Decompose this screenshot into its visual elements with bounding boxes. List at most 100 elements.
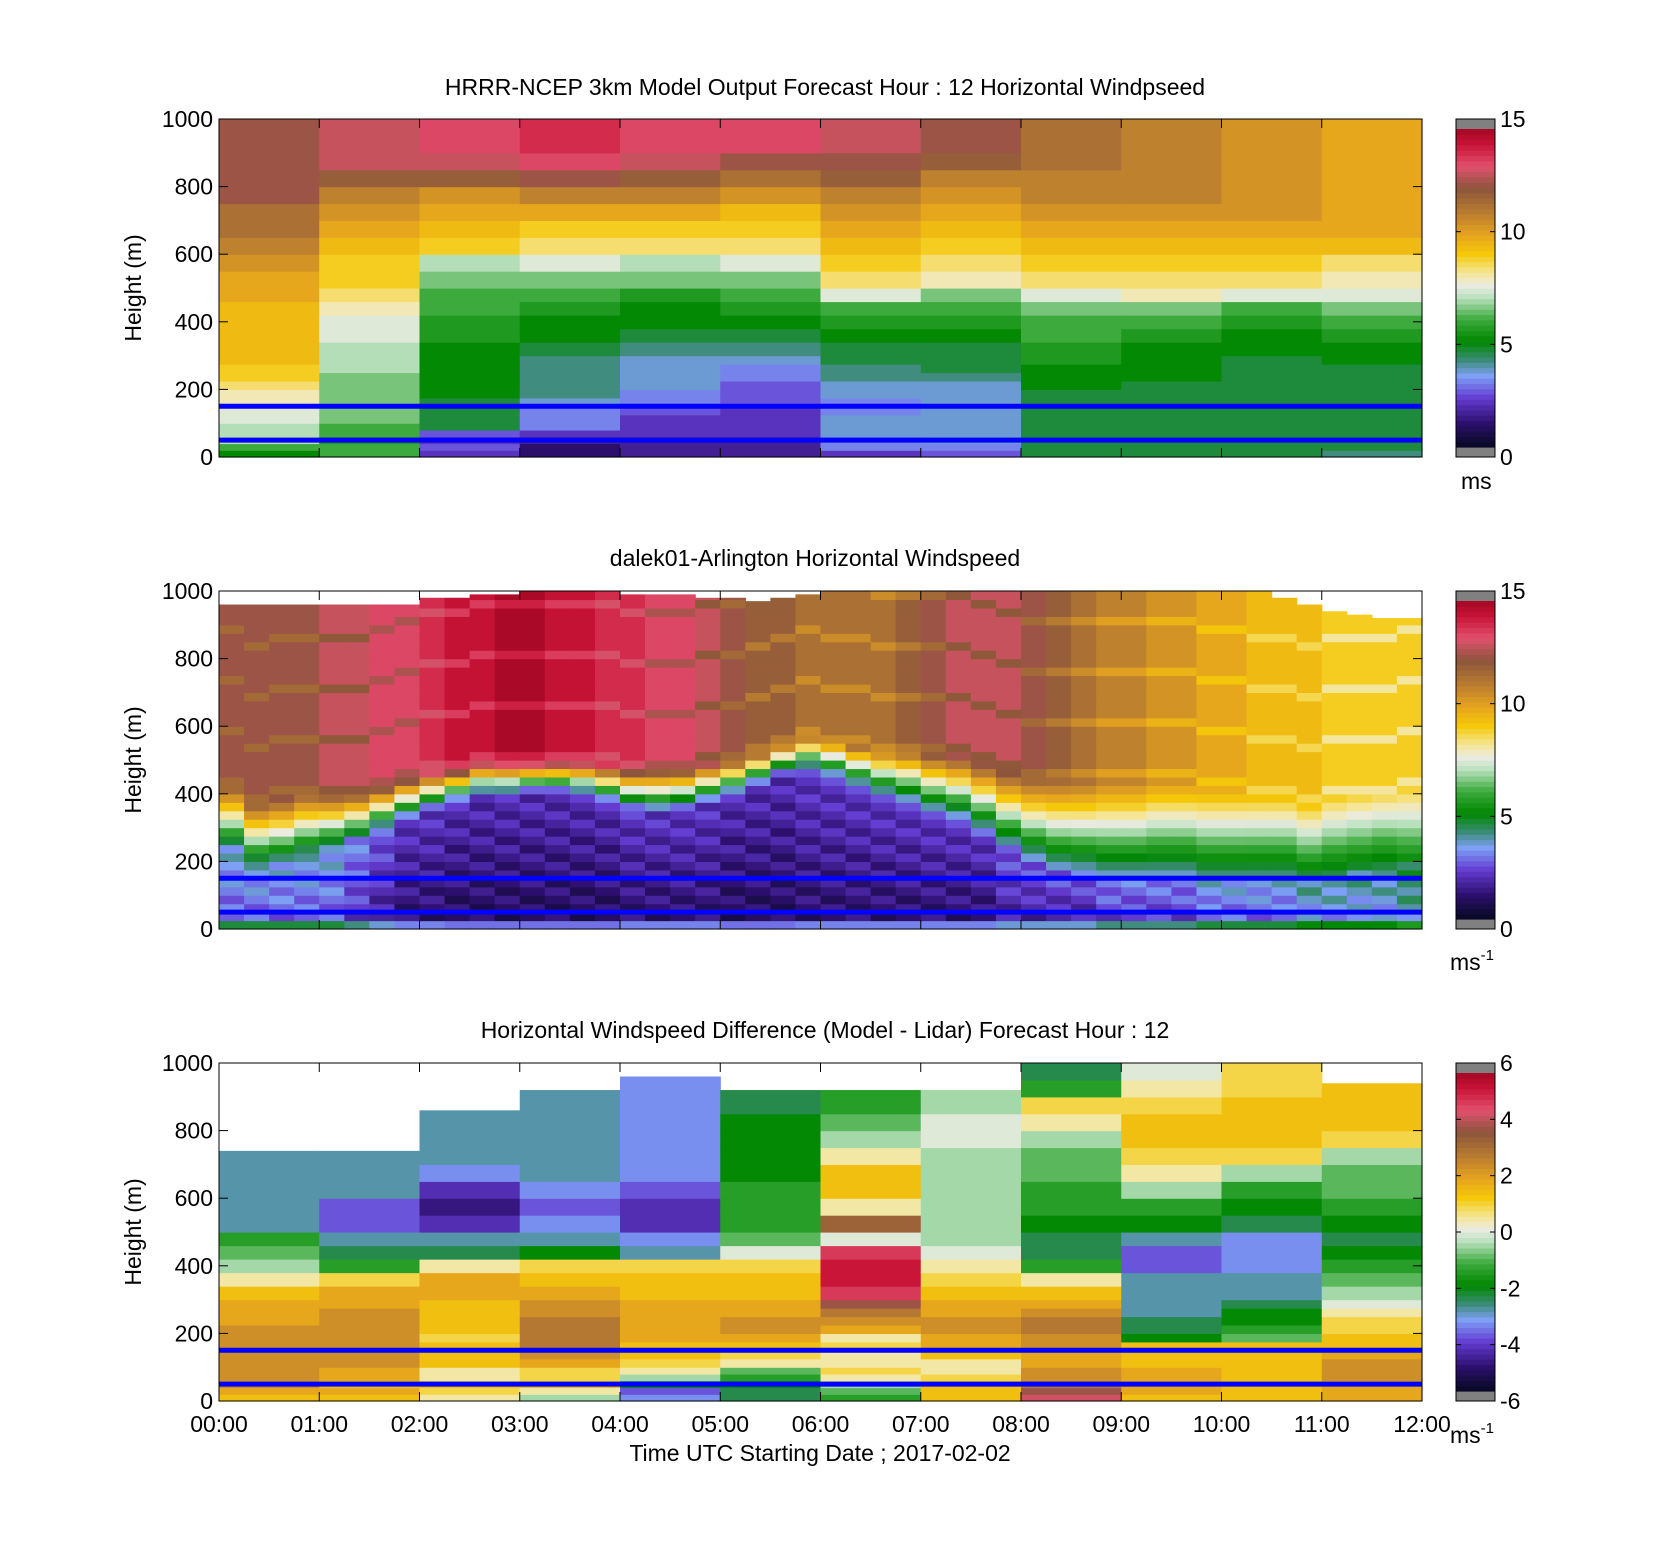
lidar-cell	[519, 751, 546, 761]
lidar-cell	[369, 743, 396, 753]
difference-cell	[219, 1387, 320, 1395]
panel-model-title: HRRR-NCEP 3km Model Output Forecast Hour…	[445, 74, 1205, 100]
lidar-cell	[995, 903, 1022, 913]
lidar-cell	[594, 607, 621, 617]
lidar-cell	[670, 599, 696, 609]
lidar-cell	[645, 658, 671, 668]
model-cell	[1321, 372, 1423, 382]
difference-cell	[1021, 1299, 1122, 1309]
difference-cell	[820, 1316, 922, 1326]
difference-cell	[219, 1367, 320, 1375]
difference-cell	[820, 1350, 922, 1360]
lidar-cell	[795, 920, 822, 930]
lidar-cell	[1196, 760, 1223, 770]
lidar-cell	[645, 903, 671, 913]
difference-cell	[720, 1259, 822, 1274]
lidar-cell	[995, 667, 1022, 677]
lidar-colorbar-tick-label: 5	[1500, 803, 1513, 829]
difference-cell	[1121, 1130, 1223, 1149]
difference-cell	[820, 1096, 922, 1115]
model-cell	[319, 328, 421, 343]
lidar-cell	[1021, 683, 1047, 693]
lidar-cell	[645, 895, 671, 905]
lidar-cell	[244, 912, 270, 922]
lidar-cell	[1146, 633, 1172, 643]
lidar-cell	[244, 650, 270, 660]
lidar-cell	[1121, 591, 1147, 601]
lidar-cell	[845, 903, 872, 913]
model-cell	[920, 254, 1022, 272]
lidar-cell	[269, 802, 295, 812]
lidar-cell	[469, 751, 496, 761]
lidar-cell	[269, 785, 295, 795]
lidar-cell	[269, 760, 295, 770]
difference-colorbar-swatch	[1456, 1253, 1495, 1260]
difference-colorbar-swatch	[1456, 1364, 1495, 1371]
lidar-cell	[344, 861, 370, 871]
lidar-cell	[594, 591, 621, 601]
lidar-cell	[1121, 607, 1147, 617]
lidar-cell	[1346, 717, 1373, 727]
model-cell	[1021, 423, 1122, 431]
difference-cell	[519, 1272, 621, 1287]
lidar-cell	[620, 658, 646, 668]
difference-cell	[319, 1150, 421, 1165]
lidar-cell	[594, 861, 621, 871]
lidar-cell	[1221, 785, 1248, 795]
lidar-cell	[645, 650, 671, 660]
lidar-cell	[569, 776, 596, 786]
lidar-cell	[770, 844, 797, 854]
lidar-cell	[795, 785, 822, 795]
difference-colorbar-swatch	[1456, 1359, 1495, 1366]
difference-cell	[620, 1113, 721, 1132]
lidar-cell	[1196, 785, 1223, 795]
lidar-cell	[645, 616, 671, 626]
lidar-cell	[1396, 683, 1423, 693]
lidar-cell	[1221, 869, 1248, 879]
lidar-cell	[369, 852, 396, 862]
lidar-cell	[1371, 717, 1398, 727]
model-cell	[519, 169, 621, 188]
lidar-cell	[1246, 633, 1273, 643]
lidar-cell	[870, 726, 897, 736]
lidar-cell	[1246, 692, 1273, 702]
difference-cell	[820, 1147, 922, 1165]
lidar-cell	[970, 692, 997, 702]
lidar-cell	[970, 760, 997, 770]
lidar-cell	[870, 861, 897, 871]
panel-lidar-ylabel: Height (m)	[120, 706, 146, 813]
model-cell	[720, 186, 822, 205]
lidar-cell	[945, 776, 972, 786]
lidar-cell	[620, 793, 646, 803]
model-cell	[1321, 186, 1423, 205]
lidar-cell	[770, 869, 797, 879]
lidar-cell	[219, 641, 245, 651]
lidar-cell	[569, 895, 596, 905]
lidar-cell	[1321, 827, 1348, 837]
lidar-cell	[695, 895, 721, 905]
lidar-cell	[1221, 861, 1248, 871]
lidar-ytick-label: 0	[200, 916, 213, 942]
lidar-cell	[244, 827, 270, 837]
lidar-cell	[1096, 667, 1122, 677]
model-cell	[1321, 119, 1423, 137]
lidar-cell	[1146, 591, 1172, 601]
lidar-cell	[870, 650, 897, 660]
difference-cell	[820, 1299, 922, 1309]
lidar-cell	[444, 827, 471, 837]
lidar-cell	[1396, 675, 1423, 685]
lidar-cell	[795, 827, 822, 837]
lidar-cell	[1271, 878, 1298, 888]
lidar-cell	[444, 751, 471, 761]
model-cell	[1221, 152, 1323, 171]
model-cell	[519, 135, 621, 154]
lidar-cell	[444, 886, 471, 896]
lidar-cell	[895, 726, 922, 736]
lidar-cell	[469, 743, 496, 753]
lidar-cell	[319, 912, 345, 922]
model-cell	[1121, 328, 1223, 343]
panel-model-overlay-lines	[219, 403, 1422, 443]
lidar-cell	[1246, 717, 1273, 727]
